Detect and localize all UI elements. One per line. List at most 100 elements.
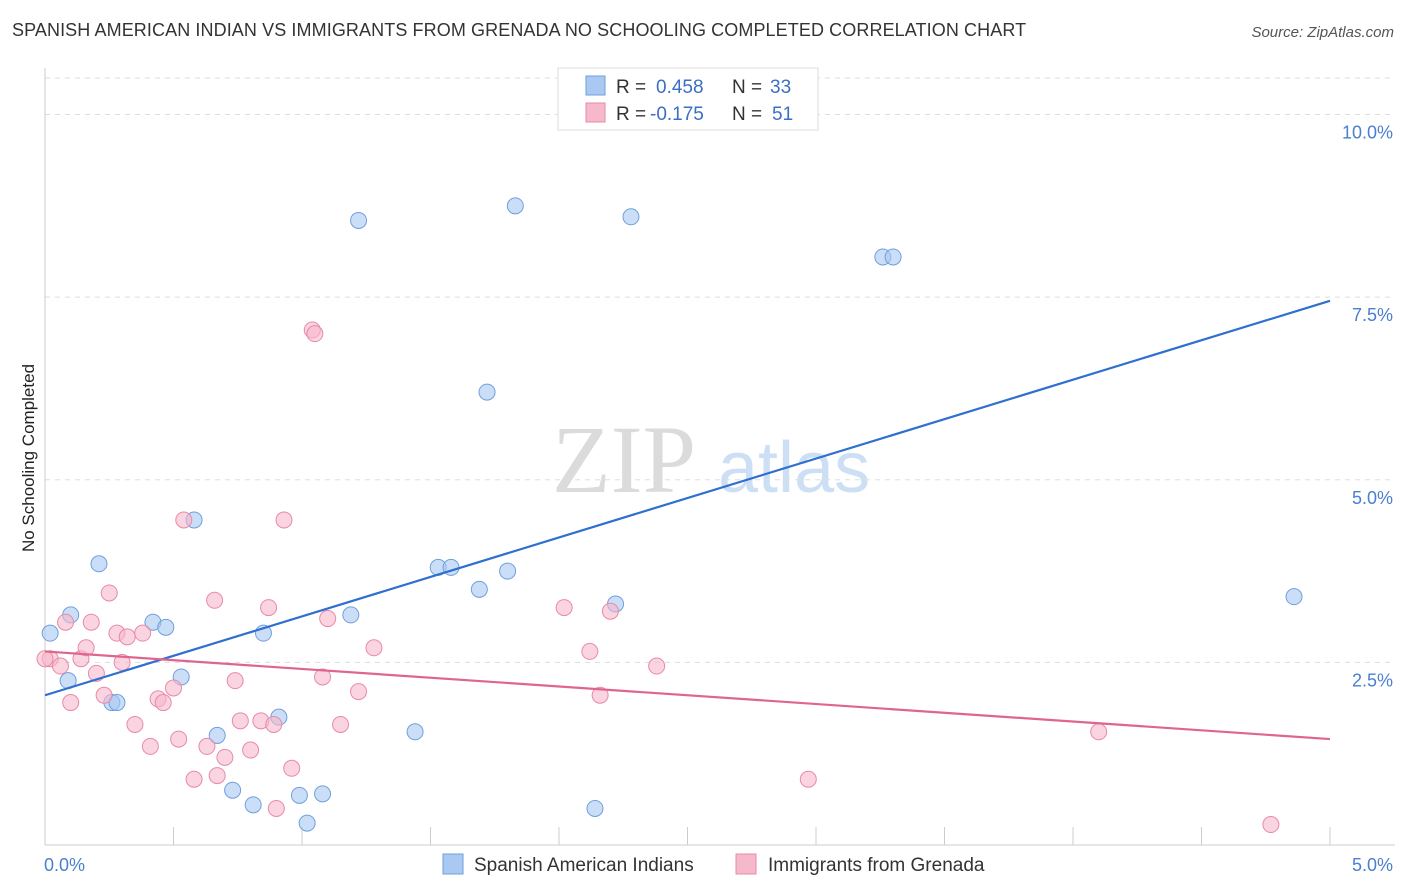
point-s1-17: [154, 694, 172, 712]
point-s1-11: [113, 653, 131, 671]
point-s1-21: [185, 770, 203, 788]
y-tick-label-3: 10.0%: [1342, 123, 1393, 143]
point-s1-1: [51, 657, 69, 675]
point-s1-28: [242, 741, 260, 759]
point-s1-42: [555, 599, 573, 617]
x-tick-labels: 0.0% 5.0%: [44, 855, 1393, 875]
point-s1-15: [141, 737, 159, 755]
trend-line-1: [44, 650, 1331, 741]
point-s0-25: [506, 197, 524, 215]
y-tick-label-0: 2.5%: [1352, 670, 1393, 690]
point-s1-24: [208, 767, 226, 785]
bottom-legend-label-blue: Spanish American Indians: [474, 855, 694, 876]
point-s0-24: [499, 562, 517, 580]
point-s1-2: [57, 613, 75, 631]
point-s1-30: [260, 599, 278, 617]
point-s1-46: [648, 657, 666, 675]
legend-r-value-1: 0.458: [656, 77, 704, 98]
point-s1-32: [267, 799, 285, 817]
point-s0-4: [108, 694, 126, 712]
point-s1-25: [216, 748, 234, 766]
point-s0-23: [478, 383, 496, 401]
point-s1-48: [1090, 723, 1108, 741]
point-s1-18: [165, 679, 182, 697]
trend-line-0: [44, 299, 1331, 697]
point-s1-6: [82, 613, 100, 631]
point-s1-23: [206, 591, 224, 609]
y-tick-label-1: 5.0%: [1352, 488, 1393, 508]
y-tick-labels: 2.5% 5.0% 7.5% 10.0%: [1342, 123, 1393, 691]
point-s1-33: [275, 511, 293, 529]
point-s0-9: [208, 726, 226, 744]
point-s0-31: [1285, 588, 1303, 606]
axes: [44, 68, 1395, 846]
point-s1-36: [306, 325, 324, 343]
data-points: [36, 197, 1303, 834]
point-s1-3: [62, 694, 80, 712]
watermark-atlas: atlas: [718, 428, 870, 508]
point-s0-28: [622, 208, 640, 226]
point-s1-22: [198, 737, 216, 755]
point-s0-19: [406, 723, 424, 741]
point-s0-18: [350, 211, 368, 229]
point-s1-40: [350, 683, 368, 701]
x-tick-label-0: 0.0%: [44, 855, 85, 875]
bottom-legend-label-pink: Immigrants from Grenada: [768, 855, 985, 876]
legend-n-label-1: N =: [732, 77, 762, 98]
point-s0-0: [41, 624, 59, 642]
point-s1-49: [1262, 816, 1280, 834]
legend-r-label-2: R =: [616, 104, 646, 125]
point-s1-26: [226, 672, 244, 690]
y-axis-label: No Schooling Completed: [19, 364, 38, 552]
point-s1-12: [118, 628, 136, 646]
point-s1-45: [601, 602, 619, 620]
point-s0-26: [586, 799, 604, 817]
point-s1-5: [77, 639, 95, 657]
point-s0-16: [314, 785, 332, 803]
point-s0-6: [157, 618, 175, 636]
point-s0-14: [290, 786, 308, 804]
point-s1-37: [314, 668, 332, 686]
y-tick-label-2: 7.5%: [1352, 305, 1393, 325]
bottom-legend: Spanish American Indians Immigrants from…: [442, 853, 985, 876]
point-s1-41: [365, 639, 383, 657]
point-s1-19: [170, 730, 188, 748]
legend-swatch-pink: [585, 102, 606, 123]
bottom-legend-swatch-pink: [735, 853, 757, 875]
point-s1-38: [319, 610, 337, 628]
point-s1-8: [95, 686, 113, 704]
grid-lines: [45, 77, 1395, 663]
point-s0-11: [244, 796, 262, 814]
source-label: Source: ZipAtlas.com: [1251, 24, 1394, 41]
trend-lines: [44, 299, 1331, 741]
point-s0-30: [884, 248, 902, 266]
point-s1-47: [799, 770, 817, 788]
point-s1-20: [175, 511, 193, 529]
bottom-legend-swatch-blue: [442, 853, 464, 875]
point-s0-15: [298, 814, 316, 832]
point-s1-27: [231, 712, 249, 730]
chart-title: SPANISH AMERICAN INDIAN VS IMMIGRANTS FR…: [12, 20, 1027, 40]
point-s1-43: [581, 642, 599, 660]
x-tick-label-1: 5.0%: [1352, 855, 1393, 875]
legend-n-label-2: N =: [732, 104, 762, 125]
point-s1-44: [591, 686, 609, 704]
point-s0-17: [342, 606, 360, 624]
legend-n-value-2: 51: [772, 104, 793, 125]
legend-r-label-1: R =: [616, 77, 646, 98]
point-s0-10: [224, 781, 242, 799]
top-legend: R = 0.458 N = 33 R = -0.175 N = 51: [557, 67, 819, 131]
point-s1-14: [134, 624, 152, 642]
point-s1-34: [283, 759, 301, 777]
legend-n-value-1: 33: [770, 77, 791, 98]
point-s1-13: [126, 715, 144, 733]
point-s0-2: [90, 555, 108, 573]
legend-r-value-2: -0.175: [650, 104, 704, 125]
point-s0-22: [470, 580, 488, 598]
watermark: ZIP atlas: [552, 406, 870, 513]
point-s1-31: [265, 715, 283, 733]
point-s1-9: [100, 584, 118, 602]
point-s1-39: [332, 715, 350, 733]
watermark-zip: ZIP: [552, 406, 696, 513]
